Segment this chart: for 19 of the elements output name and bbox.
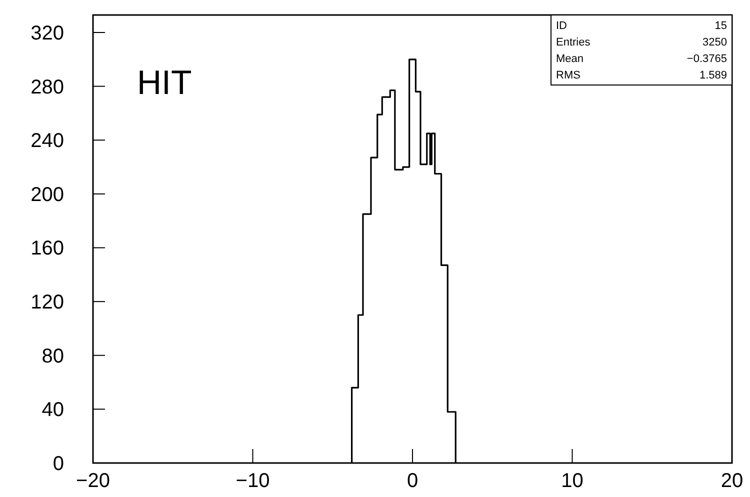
x-tick-label: −10 xyxy=(236,470,270,492)
x-tick-label: 0 xyxy=(406,470,418,492)
text: RMS 1.589 xyxy=(556,70,727,82)
x-tick-label: −20 xyxy=(76,470,110,492)
text: Entries 3250 xyxy=(556,36,727,48)
x-tick-label: 20 xyxy=(720,470,744,492)
text: Mean −0.3765 xyxy=(556,53,727,65)
text: HIT xyxy=(137,64,192,102)
y-tick-label: 240 xyxy=(30,130,64,152)
y-tick-label: 320 xyxy=(30,22,64,44)
y-tick-label: 120 xyxy=(30,292,64,314)
text: ID 15 xyxy=(556,20,727,32)
x-tick-label: 10 xyxy=(561,470,584,492)
y-tick-label: 40 xyxy=(42,399,64,422)
y-tick-label: 80 xyxy=(42,345,64,368)
y-tick-label: 280 xyxy=(30,76,64,98)
y-tick-label: 160 xyxy=(30,238,64,260)
y-tick-label: 0 xyxy=(52,453,64,475)
y-tick-label: 200 xyxy=(30,184,64,206)
